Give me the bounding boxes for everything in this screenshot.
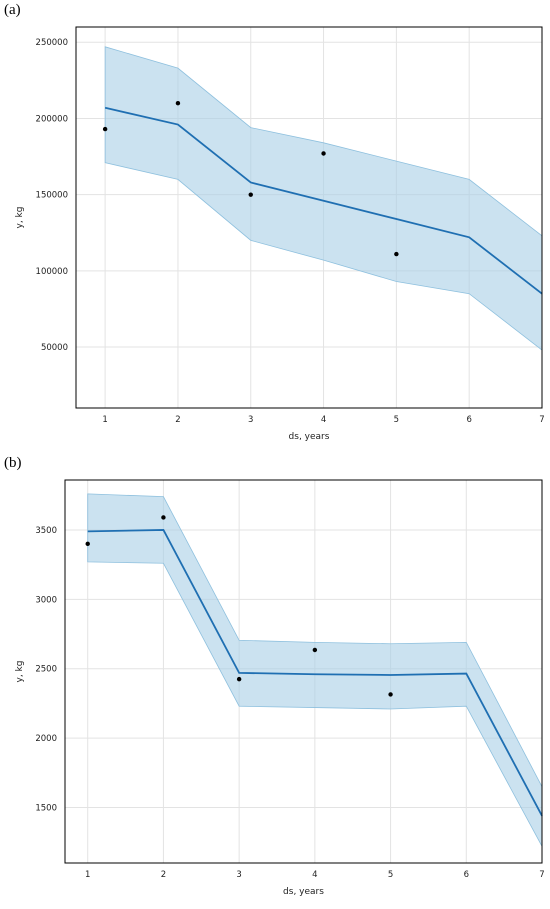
chart-b: 1 2 3 4 5 6 7 1500 2000 2500 3000 3500 ds, years y, k…	[15, 479, 545, 897]
x-tick-label: 2	[161, 870, 166, 880]
x-tick-label: 4	[312, 870, 317, 880]
panel-a-label: (a)	[4, 2, 21, 18]
y-axis-label: y, kg	[15, 207, 25, 229]
y-tick-label: 1500	[35, 803, 57, 813]
y-tick-label: 3000	[35, 595, 57, 605]
forecast-line	[87, 529, 543, 817]
observed-point	[175, 101, 181, 106]
x-tick-label: 4	[321, 415, 326, 425]
observed-point	[394, 251, 399, 257]
observed-point	[161, 515, 166, 520]
y-tick-label: 2000	[35, 734, 57, 744]
y-tick-label: 50000	[41, 343, 68, 353]
observed-point	[321, 151, 326, 156]
observed-point	[102, 126, 108, 132]
y-tick-label: 100000	[36, 267, 68, 277]
y-tick-label: 150000	[36, 191, 68, 201]
observed-point	[85, 541, 90, 547]
plot-frame	[75, 26, 543, 409]
plot-frame	[64, 479, 543, 864]
x-tick-label: 1	[102, 415, 107, 425]
x-tick-label: 7	[539, 870, 544, 880]
observed-point	[236, 676, 242, 682]
x-tick-label: 2	[175, 415, 180, 425]
x-axis-label: ds, years	[289, 432, 330, 442]
y-tick-label: 200000	[36, 114, 68, 124]
x-tick-label: 3	[236, 870, 241, 880]
x-tick-label: 5	[394, 415, 399, 425]
x-tick-label: 5	[388, 870, 393, 880]
y-tick-label: 3500	[35, 526, 57, 536]
panel-b-label: (b)	[4, 455, 22, 471]
y-tick-label: 2500	[35, 665, 57, 675]
x-tick-label: 6	[464, 870, 469, 880]
y-axis-label: y, kg	[15, 661, 25, 683]
forecast-line	[104, 106, 543, 295]
y-tick-label: 250000	[36, 38, 68, 48]
x-tick-label: 6	[466, 415, 471, 425]
x-tick-label: 1	[85, 870, 90, 880]
observed-point	[248, 192, 253, 197]
observed-point	[388, 692, 393, 697]
x-tick-label: 3	[248, 415, 253, 425]
observed-point	[312, 647, 318, 653]
x-tick-label: 7	[539, 415, 544, 425]
chart-a: 1 2 3 4 5 6 7 50000 100000 150000 200000 250000 ds, …	[15, 26, 545, 442]
x-axis-label: ds, years	[283, 887, 324, 897]
